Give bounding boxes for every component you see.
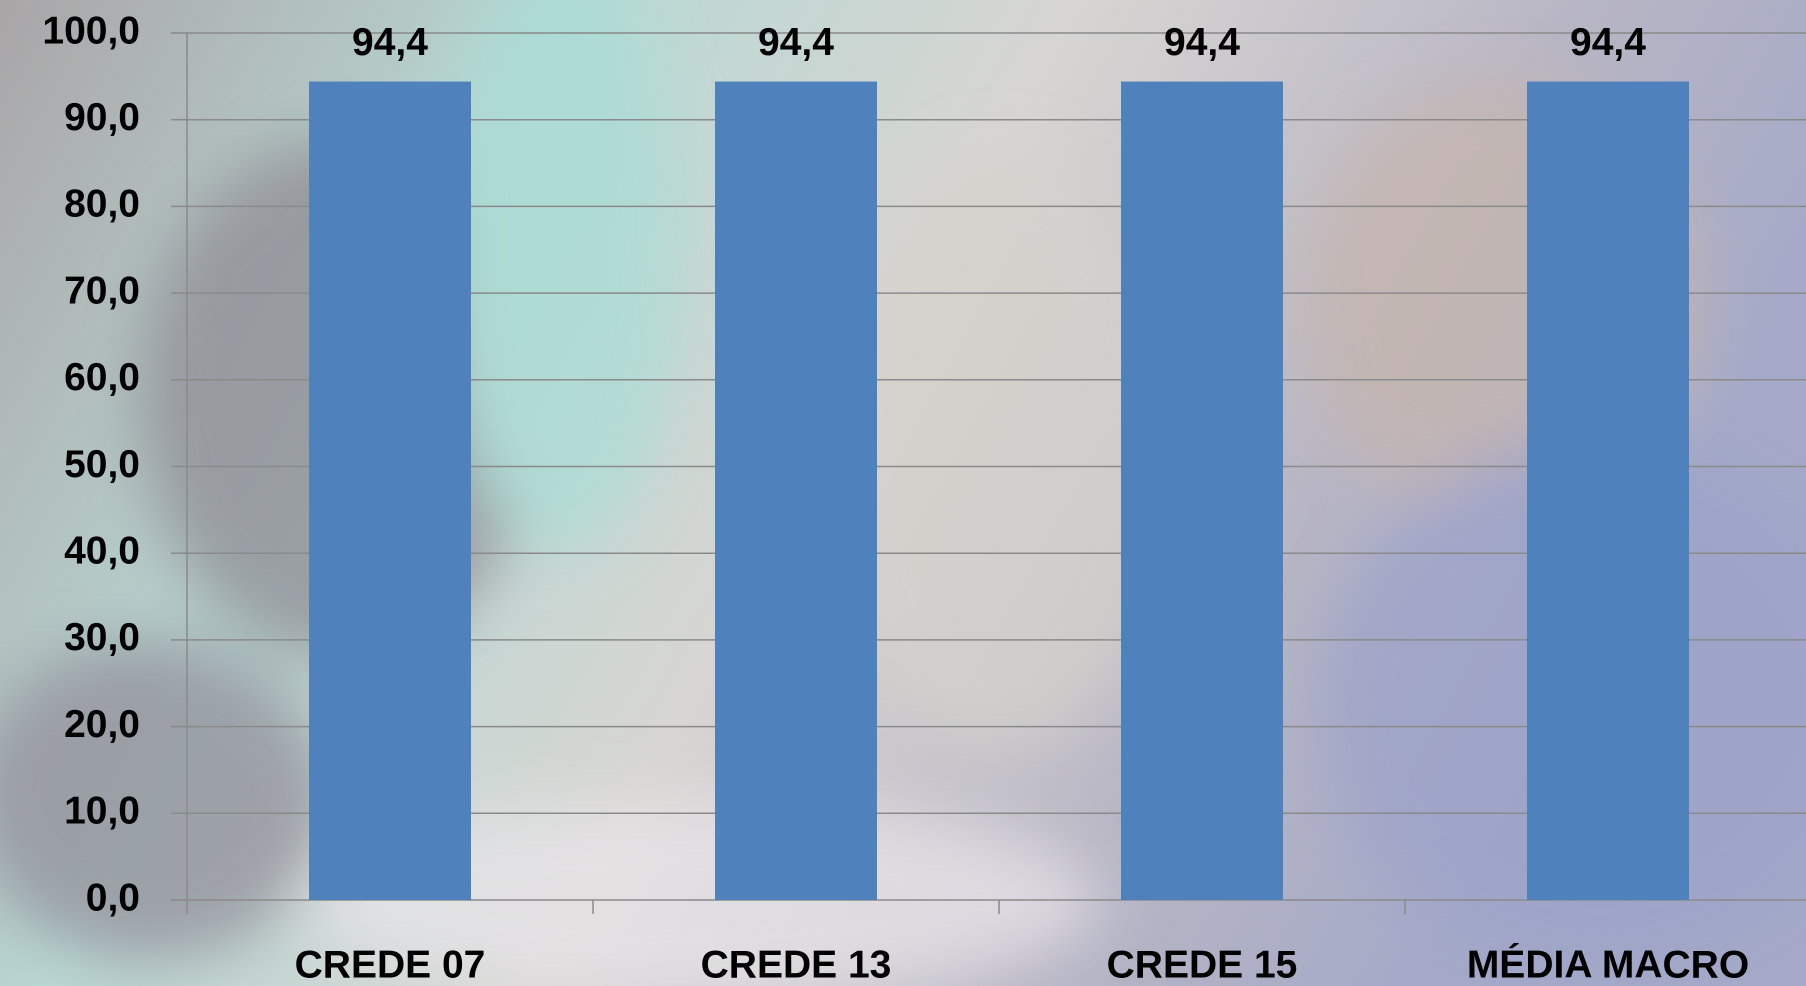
page: 0,0 10,0 20,0 30,0 40,0 50,0 60,0 70,0 80,0 90,0 1… — [0, 0, 1806, 986]
x-tick-label: CREDE 13 — [701, 943, 892, 986]
y-tick-label: 60,0 — [64, 356, 140, 399]
bar — [309, 82, 471, 900]
value-label: 94,4 — [1164, 21, 1240, 64]
y-tick-label: 90,0 — [64, 96, 140, 139]
y-tick-label: 50,0 — [64, 443, 140, 486]
bar — [715, 82, 877, 900]
y-tick-label: 100,0 — [42, 9, 140, 52]
y-tick-label: 70,0 — [64, 269, 140, 312]
chart: 0,0 10,0 20,0 30,0 40,0 50,0 60,0 70,0 80,0 90,0 1… — [0, 0, 1806, 986]
bar — [1121, 82, 1283, 900]
y-tick-label: 40,0 — [64, 529, 140, 572]
x-tick-label: CREDE 15 — [1107, 943, 1298, 986]
value-label: 94,4 — [758, 21, 834, 64]
x-tick-label: CREDE 07 — [295, 943, 486, 986]
bar — [1527, 82, 1689, 900]
x-tick-label: MÉDIA MACRO — [1467, 942, 1749, 986]
y-tick-label: 80,0 — [64, 183, 140, 226]
y-tick-label: 30,0 — [64, 616, 140, 659]
y-tick-label: 10,0 — [64, 790, 140, 833]
value-label: 94,4 — [1570, 21, 1646, 64]
value-label: 94,4 — [352, 21, 428, 64]
y-tick-label: 0,0 — [86, 876, 140, 919]
y-tick-label: 20,0 — [64, 703, 140, 746]
